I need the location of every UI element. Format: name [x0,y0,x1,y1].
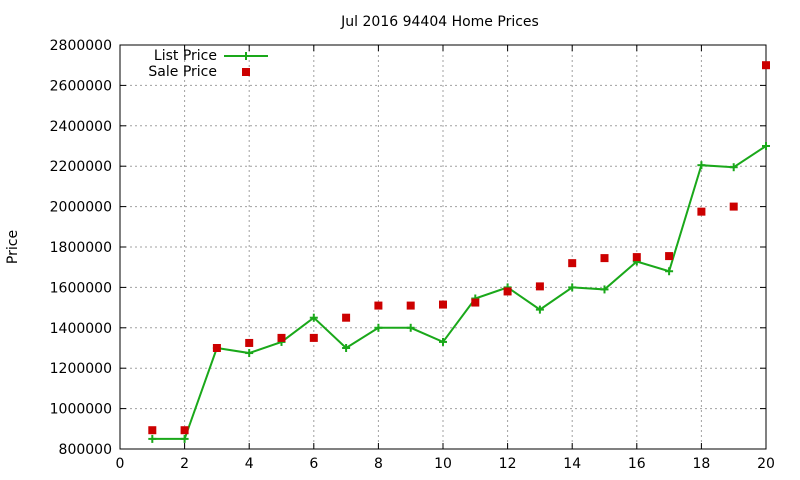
chart-title: Jul 2016 94404 Home Prices [340,14,539,30]
data-point [374,301,383,310]
data-point [665,267,674,276]
data-point [439,337,447,346]
x-tick-label: 14 [563,456,581,472]
data-point [471,298,480,307]
data-point [406,323,415,332]
data-point [697,161,706,170]
data-point [180,434,189,443]
x-tick-label: 2 [180,456,189,472]
data-point [245,338,254,347]
data-point [535,305,544,314]
legend-swatch-marker [242,68,250,76]
data-point [374,323,383,332]
data-point [245,349,254,358]
data-point [148,426,157,435]
data-point [697,207,706,216]
data-point [277,333,286,342]
x-tick-label: 8 [374,456,383,472]
data-point [503,287,512,296]
grid [120,45,766,449]
data-point [148,434,157,443]
series-line [152,145,767,440]
data-point [180,426,189,435]
data-point [729,202,738,211]
series-list-price [148,142,770,443]
y-tick-label: 2600000 [50,78,112,94]
data-point [568,259,577,268]
data-point [342,344,351,352]
legend-swatch-marker [242,52,250,60]
data-point [600,254,609,263]
data-point [762,142,770,150]
x-tick-label: 18 [692,456,710,472]
series [148,61,770,443]
data-point [600,285,609,294]
data-point [665,252,674,261]
y-tick-label: 2400000 [50,119,112,135]
y-tick-label: 2800000 [50,38,112,54]
legend-label-sale-price: Sale Price [148,64,217,80]
y-tick-label: 2000000 [50,200,112,216]
data-point [762,61,770,70]
data-point [568,283,577,292]
data-point [406,301,415,310]
x-tick-label: 16 [628,456,646,472]
axis-ticks: 800000 1000000 1200000 1400000 1600000 180000… [50,38,775,472]
data-point [535,282,544,291]
series-sale-price [148,61,770,435]
x-tick-label: 6 [309,456,318,472]
x-tick-label: 4 [245,456,254,472]
x-tick-label: 12 [499,456,517,472]
data-point [439,300,447,309]
data-point [309,333,318,342]
legend: List Price Sale Price [148,48,268,80]
data-point [212,344,221,352]
x-tick-label: 10 [434,456,452,472]
data-point [342,313,351,322]
y-tick-label: 800000 [59,442,112,458]
x-tick-label: 20 [757,456,775,472]
y-tick-label: 1200000 [50,361,112,377]
x-tick-label: 0 [116,456,125,472]
data-point [632,253,641,262]
y-axis-label: Price [5,230,21,264]
legend-label-list-price: List Price [154,48,217,64]
data-point [309,313,318,322]
y-tick-label: 2200000 [50,159,112,175]
data-point [729,163,738,172]
y-tick-label: 1400000 [50,321,112,337]
y-tick-label: 1000000 [50,402,112,418]
legend-swatches [224,52,268,76]
y-tick-label: 1800000 [50,240,112,256]
y-tick-label: 1600000 [50,280,112,296]
